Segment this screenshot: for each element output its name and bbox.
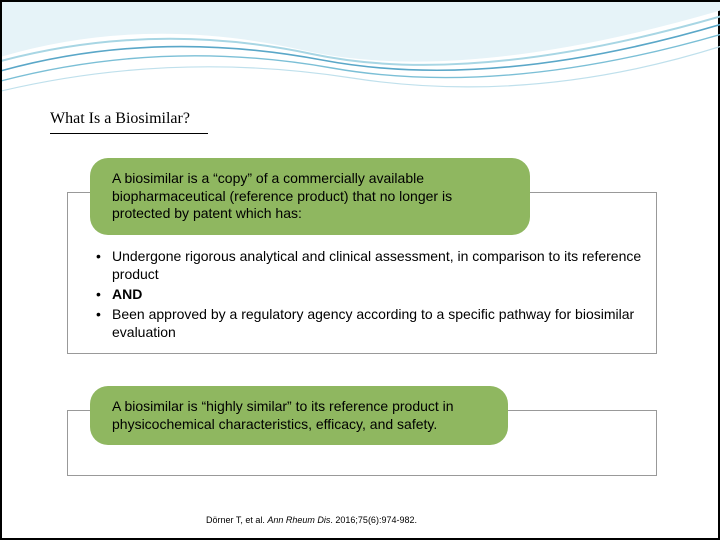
bullet-item: Undergone rigorous analytical and clinic…: [94, 248, 650, 284]
decorative-wave: [2, 2, 720, 102]
definition-text-2: A biosimilar is “highly similar” to its …: [112, 398, 454, 432]
definition-text-1: A biosimilar is a “copy” of a commercial…: [112, 170, 452, 221]
bullet-item: Been approved by a regulatory agency acc…: [94, 306, 650, 342]
citation: Dörner T, et al. Ann Rheum Dis. 2016;75(…: [206, 515, 417, 525]
citation-journal: Ann Rheum Dis: [267, 515, 330, 525]
bullet-item: AND: [94, 286, 650, 304]
bullet-list: Undergone rigorous analytical and clinic…: [94, 248, 650, 344]
bullet-text: AND: [112, 286, 142, 302]
citation-prefix: Dörner T, et al.: [206, 515, 267, 525]
citation-suffix: . 2016;75(6):974-982.: [330, 515, 417, 525]
title-underline: [50, 133, 208, 134]
bullet-text: Been approved by a regulatory agency acc…: [112, 306, 634, 340]
slide-title: What Is a Biosimilar?: [50, 110, 190, 128]
definition-box-1: A biosimilar is a “copy” of a commercial…: [90, 158, 530, 235]
bullet-text: Undergone rigorous analytical and clinic…: [112, 248, 641, 282]
definition-box-2: A biosimilar is “highly similar” to its …: [90, 386, 508, 445]
